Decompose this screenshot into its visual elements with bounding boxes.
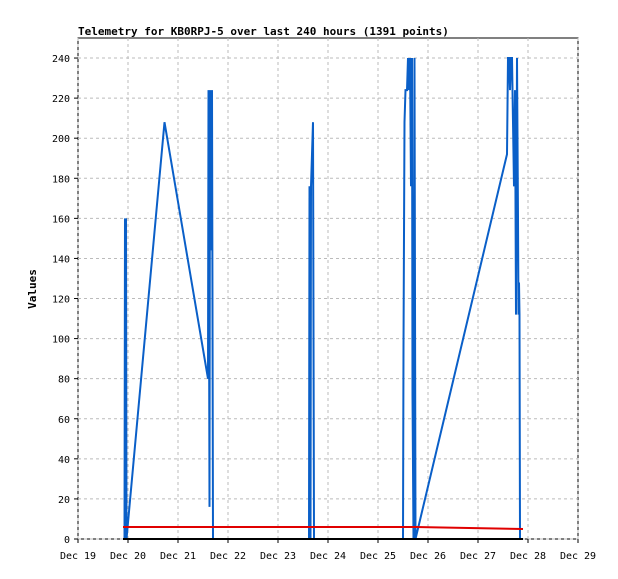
series-line-2 <box>123 526 524 530</box>
y-tick-label: 240 <box>52 54 70 65</box>
y-tick-label: 180 <box>52 174 70 185</box>
x-tick-label: Dec 29 <box>560 551 596 562</box>
x-tick-label: Dec 27 <box>460 551 496 562</box>
x-axis: Dec 19 Dec 20 Dec 21 Dec 22 Dec 23 Dec 24 Dec … <box>60 539 596 562</box>
y-tick-label: 140 <box>52 254 70 265</box>
x-tick-label: Dec 22 <box>210 551 246 562</box>
y-tick-label: 80 <box>58 375 70 386</box>
y-tick-label: 20 <box>58 495 70 506</box>
x-tick-label: Dec 19 <box>60 551 96 562</box>
x-tick-label: Dec 24 <box>310 551 346 562</box>
x-tick-label: Dec 25 <box>360 551 396 562</box>
x-tick-label: Dec 28 <box>510 551 546 562</box>
y-axis: 0 20 40 60 80 100 120 140 160 180 200 220 240 <box>52 54 78 546</box>
x-tick-label: Dec 26 <box>410 551 446 562</box>
y-tick-label: 200 <box>52 134 70 145</box>
y-tick-label: 220 <box>52 94 70 105</box>
series-line-1 <box>123 57 521 540</box>
y-tick-label: 160 <box>52 214 70 225</box>
x-tick-label: Dec 21 <box>160 551 196 562</box>
series-layer <box>123 57 524 540</box>
y-tick-label: 40 <box>58 455 70 466</box>
chart-title: Telemetry for KB0RPJ-5 over last 240 hou… <box>78 25 449 38</box>
plot-area <box>77 37 579 540</box>
y-tick-label: 100 <box>52 335 70 346</box>
y-tick-label: 0 <box>64 535 70 546</box>
y-tick-label: 120 <box>52 295 70 306</box>
y-tick-label: 60 <box>58 415 70 426</box>
grid-lines <box>77 38 579 540</box>
x-tick-label: Dec 23 <box>260 551 296 562</box>
x-tick-label: Dec 20 <box>110 551 146 562</box>
y-axis-label: Values <box>26 269 39 309</box>
